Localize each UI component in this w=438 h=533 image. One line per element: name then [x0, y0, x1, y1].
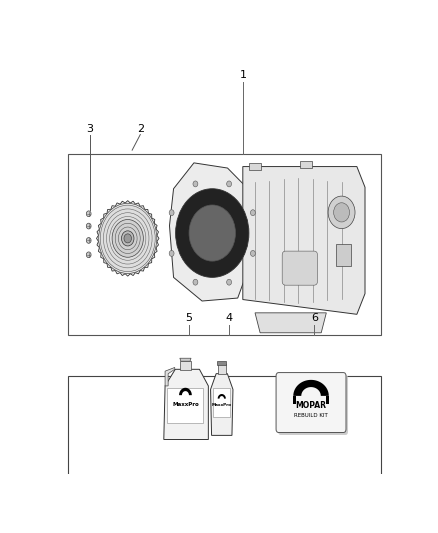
Polygon shape: [211, 374, 233, 435]
Polygon shape: [96, 200, 159, 276]
Circle shape: [176, 189, 249, 277]
Bar: [218, 365, 226, 374]
Circle shape: [189, 205, 236, 261]
Polygon shape: [179, 388, 192, 395]
Bar: [336, 244, 351, 266]
FancyBboxPatch shape: [278, 375, 348, 435]
Polygon shape: [170, 163, 248, 301]
Text: MOPAR: MOPAR: [296, 401, 327, 410]
Polygon shape: [326, 396, 329, 404]
Bar: [217, 360, 226, 365]
Circle shape: [226, 279, 232, 285]
Circle shape: [226, 181, 232, 187]
Bar: [249, 163, 261, 170]
Text: 2: 2: [137, 124, 144, 134]
Polygon shape: [218, 394, 226, 399]
Text: 1: 1: [240, 70, 247, 80]
Circle shape: [86, 252, 91, 257]
Text: 3: 3: [86, 124, 93, 134]
Bar: [68, 376, 381, 533]
Text: MaxxPro: MaxxPro: [212, 403, 232, 407]
Circle shape: [251, 210, 255, 216]
Circle shape: [169, 251, 174, 256]
Circle shape: [124, 234, 131, 243]
Text: 4: 4: [225, 312, 233, 322]
Circle shape: [121, 231, 134, 246]
Circle shape: [86, 223, 91, 229]
Polygon shape: [165, 367, 175, 386]
Polygon shape: [180, 358, 191, 361]
Circle shape: [100, 205, 155, 272]
Polygon shape: [255, 313, 326, 333]
Circle shape: [193, 279, 198, 285]
Polygon shape: [164, 369, 208, 440]
FancyBboxPatch shape: [276, 373, 346, 432]
Circle shape: [112, 220, 143, 257]
Circle shape: [169, 210, 174, 216]
Circle shape: [251, 251, 255, 256]
Bar: [213, 388, 230, 417]
Bar: [68, 154, 381, 335]
FancyBboxPatch shape: [282, 251, 318, 285]
Bar: [300, 160, 312, 168]
Text: 5: 5: [185, 312, 192, 322]
Circle shape: [86, 211, 91, 216]
Polygon shape: [293, 380, 329, 396]
Text: MaxxPro: MaxxPro: [172, 402, 199, 407]
Circle shape: [328, 196, 355, 229]
Circle shape: [86, 238, 91, 243]
Polygon shape: [243, 166, 365, 314]
Text: 6: 6: [311, 312, 318, 322]
Bar: [167, 388, 203, 423]
Circle shape: [99, 203, 157, 273]
Bar: [180, 361, 191, 370]
Circle shape: [334, 203, 350, 222]
Polygon shape: [293, 396, 296, 404]
Text: REBUILD KIT: REBUILD KIT: [294, 414, 328, 418]
Circle shape: [193, 181, 198, 187]
